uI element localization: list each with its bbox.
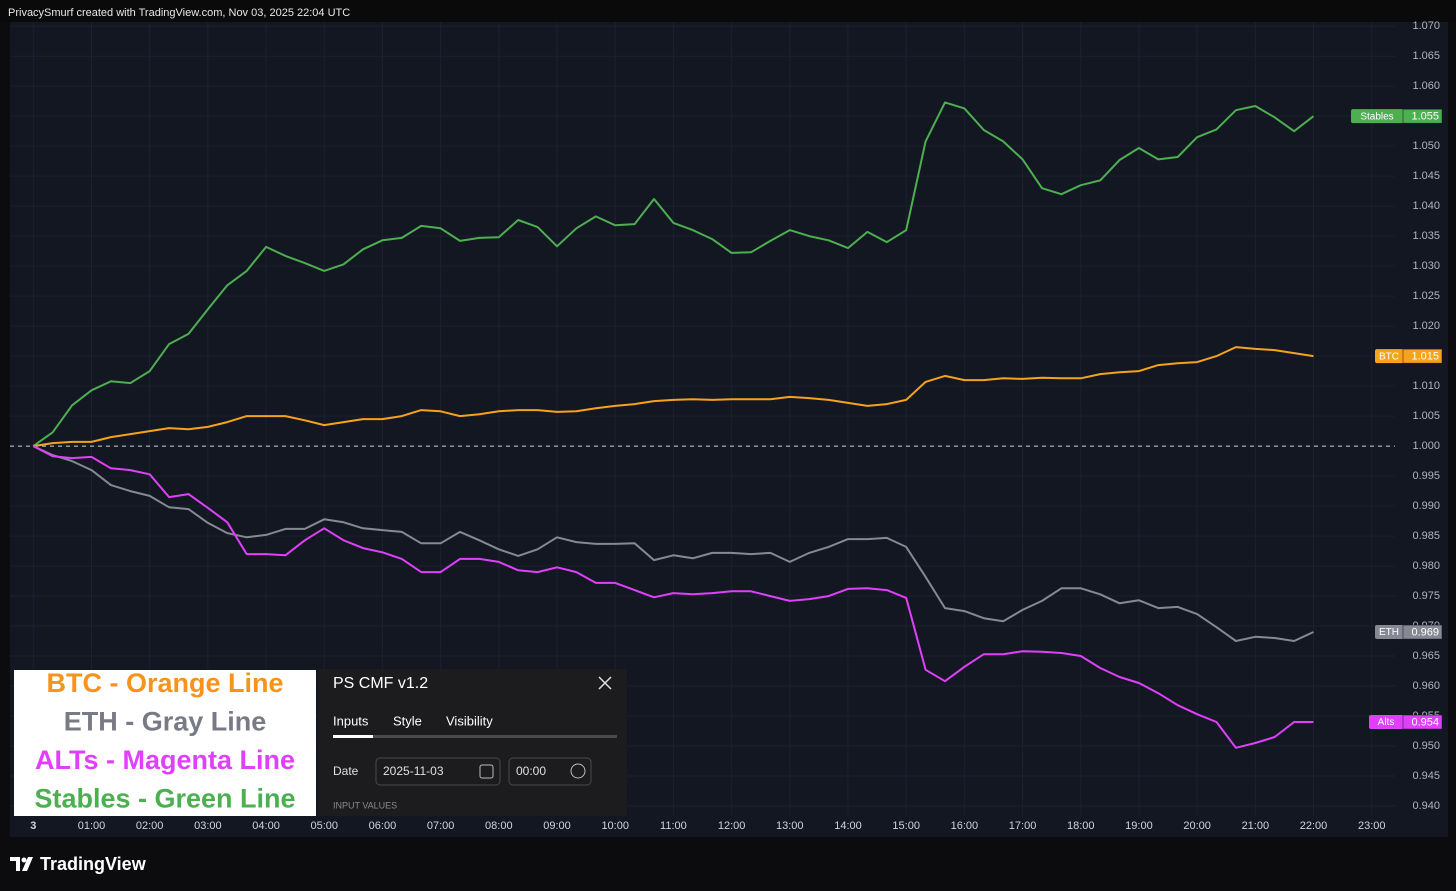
time-value: 00:00 bbox=[516, 764, 546, 778]
x-tick-label: 17:00 bbox=[1009, 820, 1037, 832]
series-name-tag: BTC bbox=[1379, 351, 1399, 362]
y-tick-label: 0.975 bbox=[1412, 590, 1440, 602]
clock-icon bbox=[570, 763, 586, 779]
y-tick-label: 1.070 bbox=[1412, 20, 1440, 32]
x-tick-label: 03:00 bbox=[194, 820, 222, 832]
last-value-label: 0.969 bbox=[1411, 626, 1439, 638]
x-tick-label: 12:00 bbox=[718, 820, 746, 832]
x-tick-label: 19:00 bbox=[1125, 820, 1153, 832]
y-tick-label: 1.020 bbox=[1412, 320, 1440, 332]
y-tick-label: 1.010 bbox=[1412, 380, 1440, 392]
y-tick-label: 0.985 bbox=[1412, 530, 1440, 542]
series-name-tag: Alts bbox=[1378, 717, 1395, 728]
brand-logo-dot bbox=[21, 857, 27, 863]
y-tick-label: 1.030 bbox=[1412, 260, 1440, 272]
legend-annotation: Stables - Green Line bbox=[34, 784, 295, 814]
last-value-label: 1.015 bbox=[1411, 351, 1439, 363]
settings-dialog: PS CMF v1.2 Inputs Style Visibility Date… bbox=[318, 669, 627, 816]
time-input[interactable] bbox=[508, 757, 592, 786]
y-tick-label: 0.965 bbox=[1412, 650, 1440, 662]
y-tick-label: 0.950 bbox=[1412, 740, 1440, 752]
x-tick-label: 09:00 bbox=[543, 820, 571, 832]
x-tick-label: 08:00 bbox=[485, 820, 513, 832]
x-tick-label: 22:00 bbox=[1300, 820, 1328, 832]
x-tick-label: 23:00 bbox=[1358, 820, 1386, 832]
legend-annotation: ETH - Gray Line bbox=[64, 707, 267, 737]
calendar-icon bbox=[479, 764, 494, 779]
y-tick-label: 0.995 bbox=[1412, 470, 1440, 482]
lines bbox=[32, 101, 1315, 749]
date-value: 2025-11-03 bbox=[383, 764, 444, 778]
y-tick-label: 0.960 bbox=[1412, 680, 1440, 692]
x-tick-label: 06:00 bbox=[369, 820, 397, 832]
y-tick-label: 1.045 bbox=[1412, 170, 1440, 182]
x-tick-label: 01:00 bbox=[78, 820, 106, 832]
x-tick-label: 14:00 bbox=[834, 820, 862, 832]
y-tick-label: 1.005 bbox=[1412, 410, 1440, 422]
section-label: INPUT VALUES bbox=[333, 800, 397, 810]
last-value-label: 0.954 bbox=[1411, 716, 1439, 728]
series-line bbox=[32, 101, 1315, 447]
y-tick-label: 0.980 bbox=[1412, 560, 1440, 572]
x-tick-label: 18:00 bbox=[1067, 820, 1095, 832]
x-tick-label: 11:00 bbox=[660, 820, 687, 832]
dialog-title: PS CMF v1.2 bbox=[333, 675, 428, 692]
y-tick-label: 0.990 bbox=[1412, 500, 1440, 512]
last-value-label: 1.055 bbox=[1411, 111, 1439, 123]
x-tick-label: 13:00 bbox=[776, 820, 804, 832]
close-button[interactable] bbox=[598, 676, 612, 690]
price-tag-value-box bbox=[1402, 348, 1443, 364]
y-tick-label: 0.945 bbox=[1412, 770, 1440, 782]
y-tick-label: 1.065 bbox=[1412, 50, 1440, 62]
field-label: Date bbox=[333, 764, 359, 778]
tab-track bbox=[333, 735, 617, 738]
tab[interactable]: Inputs bbox=[333, 713, 369, 728]
x-tick-label: 04:00 bbox=[252, 820, 280, 832]
x-tick-label: 02:00 bbox=[136, 820, 164, 832]
tab[interactable]: Visibility bbox=[446, 713, 493, 728]
series-line bbox=[33, 346, 1314, 448]
tab[interactable]: Style bbox=[393, 713, 422, 728]
y-tick-label: 1.060 bbox=[1412, 80, 1440, 92]
x-tick-label: 3 bbox=[30, 820, 36, 832]
legend-annotation: ALTs - Magenta Line bbox=[35, 745, 295, 775]
dialog-panel bbox=[318, 669, 627, 816]
x-tick-label: 16:00 bbox=[951, 820, 979, 832]
footer: TradingView bbox=[10, 854, 147, 874]
y-tick-label: 0.940 bbox=[1412, 800, 1440, 812]
y-tick-label: 1.040 bbox=[1412, 200, 1440, 212]
brand-logo bbox=[10, 857, 33, 871]
price-tag-value-box bbox=[1402, 624, 1443, 640]
x-tick-label: 21:00 bbox=[1242, 820, 1270, 832]
brand-name: TradingView bbox=[40, 854, 147, 874]
x-tick-label: 07:00 bbox=[427, 820, 455, 832]
tab-indicator bbox=[333, 735, 373, 738]
x-tick-label: 15:00 bbox=[892, 820, 920, 832]
x-tick-label: 20:00 bbox=[1183, 820, 1211, 832]
legend: BTC - Orange Line ETH - Gray Line ALTs - M… bbox=[34, 668, 295, 814]
header-bar bbox=[0, 0, 1456, 22]
series-line bbox=[32, 445, 1314, 642]
y-tick-label: 1.035 bbox=[1412, 230, 1440, 242]
series-name-tag: Stables bbox=[1360, 111, 1393, 122]
y-tick-label: 1.000 bbox=[1412, 440, 1440, 452]
grid bbox=[10, 22, 1395, 815]
y-tick-label: 1.050 bbox=[1412, 140, 1440, 152]
legend-box bbox=[14, 670, 316, 816]
date-input[interactable] bbox=[375, 757, 501, 786]
header-text: PrivacySmurf created with TradingView.co… bbox=[8, 7, 350, 19]
x-tick-label: 05:00 bbox=[310, 820, 338, 832]
legend-annotation: BTC - Orange Line bbox=[46, 668, 283, 698]
price-tag-value-box bbox=[1402, 714, 1443, 730]
x-tick-label: 10:00 bbox=[601, 820, 629, 832]
price-tag-value-box bbox=[1402, 108, 1443, 124]
series-line bbox=[32, 445, 1314, 749]
axes: 0.9400.9450.9500.9550.9600.9650.9700.975… bbox=[30, 20, 1443, 832]
close-icon bbox=[598, 676, 612, 690]
y-tick-label: 1.025 bbox=[1412, 290, 1440, 302]
series-name-tag: ETH bbox=[1379, 627, 1399, 638]
